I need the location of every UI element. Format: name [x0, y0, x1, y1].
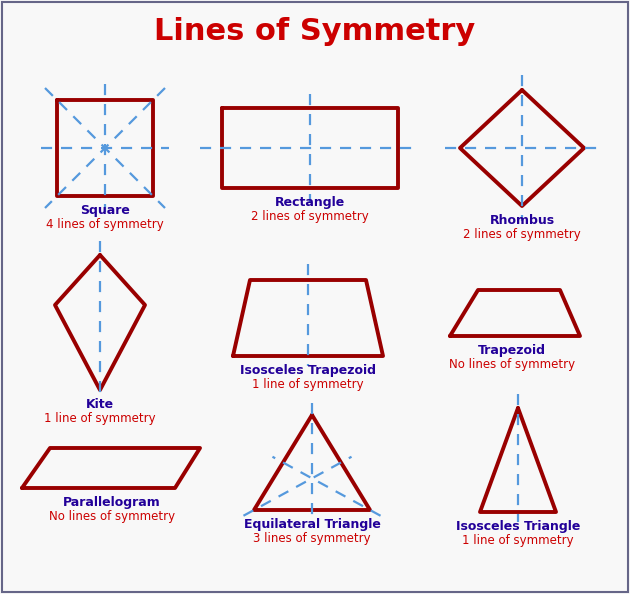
Text: 1 line of symmetry: 1 line of symmetry [252, 378, 364, 391]
Text: 3 lines of symmetry: 3 lines of symmetry [253, 532, 371, 545]
Text: 4 lines of symmetry: 4 lines of symmetry [46, 218, 164, 231]
Text: Kite: Kite [86, 398, 114, 411]
Text: No lines of symmetry: No lines of symmetry [49, 510, 175, 523]
Text: Equilateral Triangle: Equilateral Triangle [244, 518, 381, 531]
Text: 1 line of symmetry: 1 line of symmetry [462, 534, 574, 547]
Text: Square: Square [80, 204, 130, 217]
Text: 1 line of symmetry: 1 line of symmetry [44, 412, 156, 425]
Text: 2 lines of symmetry: 2 lines of symmetry [463, 228, 581, 241]
Text: 2 lines of symmetry: 2 lines of symmetry [251, 210, 369, 223]
Text: Isosceles Trapezoid: Isosceles Trapezoid [240, 364, 376, 377]
Text: Rectangle: Rectangle [275, 196, 345, 209]
Text: Rhombus: Rhombus [490, 214, 554, 227]
Text: Isosceles Triangle: Isosceles Triangle [456, 520, 580, 533]
Text: Parallelogram: Parallelogram [63, 496, 161, 509]
Text: Trapezoid: Trapezoid [478, 344, 546, 357]
Text: No lines of symmetry: No lines of symmetry [449, 358, 575, 371]
Text: Lines of Symmetry: Lines of Symmetry [154, 17, 476, 46]
